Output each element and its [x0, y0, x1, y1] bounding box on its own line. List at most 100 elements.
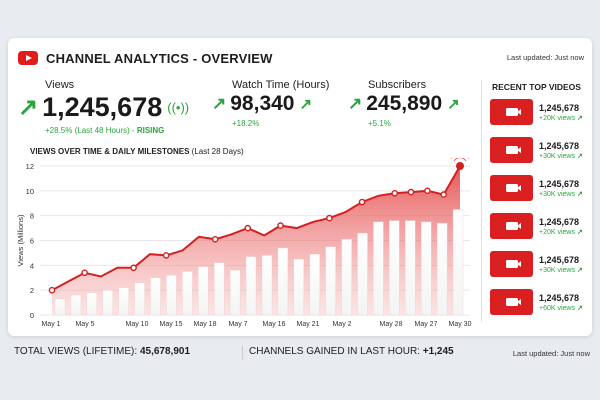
video-item[interactable]: 1,245,678 +30K views ↗ [490, 250, 586, 278]
video-item[interactable]: 1,245,678 +30K views ↗ [490, 136, 586, 164]
subscribers-label: Subscribers [368, 79, 427, 91]
x-tick-label: May 5 [75, 321, 94, 328]
video-views: 1,245,678 [539, 178, 580, 189]
video-thumbnail[interactable] [490, 99, 533, 125]
video-views: 1,245,678 [539, 254, 580, 265]
x-tick-label: May 10 [126, 321, 149, 328]
video-change: +30K views ↗ [539, 266, 583, 274]
last-updated-label: Last updated: Just now [506, 53, 584, 62]
milestone-point [440, 191, 448, 198]
y-tick-label: 6 [30, 237, 34, 246]
video-meta: 1,245,678 +30K views ↗ [539, 255, 583, 274]
video-item[interactable]: 1,245,678 +30K views ↗ [490, 174, 586, 202]
chart-bar [373, 221, 384, 316]
video-change-text: +20K views [539, 114, 575, 122]
milestone-point [81, 269, 88, 277]
y-tick-label: 8 [30, 212, 34, 221]
views-chart: 0 2 4 6 8 10 12 Views (Millions) May 1 May 5 May … [16, 158, 472, 328]
video-meta: 1,245,678 +20K views ↗ [539, 103, 583, 122]
trend-up-icon: ↗ [18, 94, 39, 121]
chart-bar [245, 256, 257, 316]
video-meta: 1,245,678 +30K views ↗ [539, 141, 583, 160]
milestone-point [407, 188, 415, 196]
total-views-value: 45,678,901 [139, 346, 191, 357]
x-tick-label: May 2 [332, 321, 351, 328]
chart-title: VIEWS OVER TIME & DAILY MILESTONES (Last… [30, 147, 244, 156]
video-views: 1,245,678 [539, 292, 580, 303]
video-thumbnail[interactable] [490, 251, 533, 277]
video-thumbnail[interactable] [490, 175, 533, 201]
signal-icon [453, 158, 467, 162]
milestone-point [162, 252, 170, 259]
chart-bar [452, 209, 464, 316]
video-meta: 1,245,678 +30K views ↗ [539, 179, 583, 198]
footer: TOTAL VIEWS (LIFETIME): 45,678,901 CHANN… [14, 346, 590, 360]
video-thumbnail[interactable] [490, 137, 533, 163]
video-thumbnail[interactable] [490, 289, 533, 315]
chart-bar [229, 270, 241, 316]
chart-bar [213, 262, 225, 316]
chart-bar [150, 277, 161, 316]
video-camera-icon [505, 108, 521, 116]
trend-up-icon: ↗ [577, 228, 583, 236]
trend-up-icon: ↗ [577, 266, 583, 274]
views-status: RISING [136, 126, 165, 135]
watch-time-value: 98,340 [230, 92, 295, 115]
trend-up-icon: ↗ [447, 96, 460, 113]
video-change: +60K views ↗ [539, 304, 583, 312]
video-item[interactable]: 1,245,678 +20K views ↗ [490, 212, 586, 240]
watch-time-label: Watch Time (Hours) [232, 79, 330, 91]
y-tick-label: 4 [30, 261, 34, 270]
milestone-point [391, 190, 399, 197]
chart-bar [277, 247, 289, 316]
x-tick-label: May 18 [194, 321, 217, 328]
chart-bar [436, 222, 448, 316]
video-views: 1,245,678 [539, 140, 580, 151]
milestone-point [358, 198, 366, 206]
chart-bar [166, 275, 177, 316]
page-title: CHANNEL ANALYTICS - OVERVIEW [46, 50, 273, 66]
chart-title-main: VIEWS OVER TIME & DAILY MILESTONES [30, 147, 190, 156]
chart-bar [405, 220, 416, 316]
channels-gained-label: CHANNELS GAINED IN LAST HOUR: [249, 346, 420, 357]
milestone-point [244, 224, 252, 232]
trend-up-icon: ↗ [299, 96, 313, 113]
video-change: +20K views ↗ [539, 228, 583, 236]
footer-divider [242, 346, 243, 360]
milestone-point [326, 214, 333, 222]
chart-bar [198, 266, 209, 316]
trend-up-icon: ↗ [577, 304, 583, 312]
latest-point [456, 162, 464, 170]
chart-bar [309, 253, 320, 316]
x-tick-label: May 28 [380, 321, 403, 328]
trend-up-icon: ↗ [577, 190, 583, 198]
video-item[interactable]: 1,245,678 +20K views ↗ [490, 98, 586, 126]
video-change: +20K views ↗ [539, 114, 583, 122]
chart-bar [325, 246, 336, 316]
x-tick-label: May 30 [449, 321, 472, 328]
youtube-logo-icon [18, 51, 38, 65]
video-meta: 1,245,678 +20K views ↗ [539, 217, 583, 236]
video-thumbnail[interactable] [490, 213, 533, 239]
recent-videos-title: RECENT TOP VIDEOS [492, 82, 581, 92]
milestone-point [211, 236, 219, 243]
video-change-text: +20K views [539, 228, 575, 236]
video-item[interactable]: 1,245,678 +60K views ↗ [490, 288, 586, 316]
video-views: 1,245,678 [539, 102, 580, 113]
y-tick-label: 10 [26, 187, 34, 196]
milestone-point [48, 286, 56, 294]
channels-gained-value: +1,245 [422, 346, 454, 357]
signal-icon [450, 158, 470, 160]
trend-up-icon: ↗ [348, 94, 363, 113]
chart-bar [293, 258, 304, 316]
header: CHANNEL ANALYTICS - OVERVIEW [18, 49, 273, 67]
chart-bar [421, 221, 432, 316]
video-change: +30K views ↗ [539, 190, 583, 198]
video-change-text: +60K views [539, 304, 575, 312]
subscribers-change: +5.1% [368, 119, 391, 128]
chart-bar [341, 239, 352, 316]
total-views-label: TOTAL VIEWS (LIFETIME): [14, 346, 138, 357]
footer-last-updated: Last updated: Just now [512, 349, 590, 358]
video-change: +30K views ↗ [539, 152, 583, 160]
chart-bar [54, 298, 66, 316]
